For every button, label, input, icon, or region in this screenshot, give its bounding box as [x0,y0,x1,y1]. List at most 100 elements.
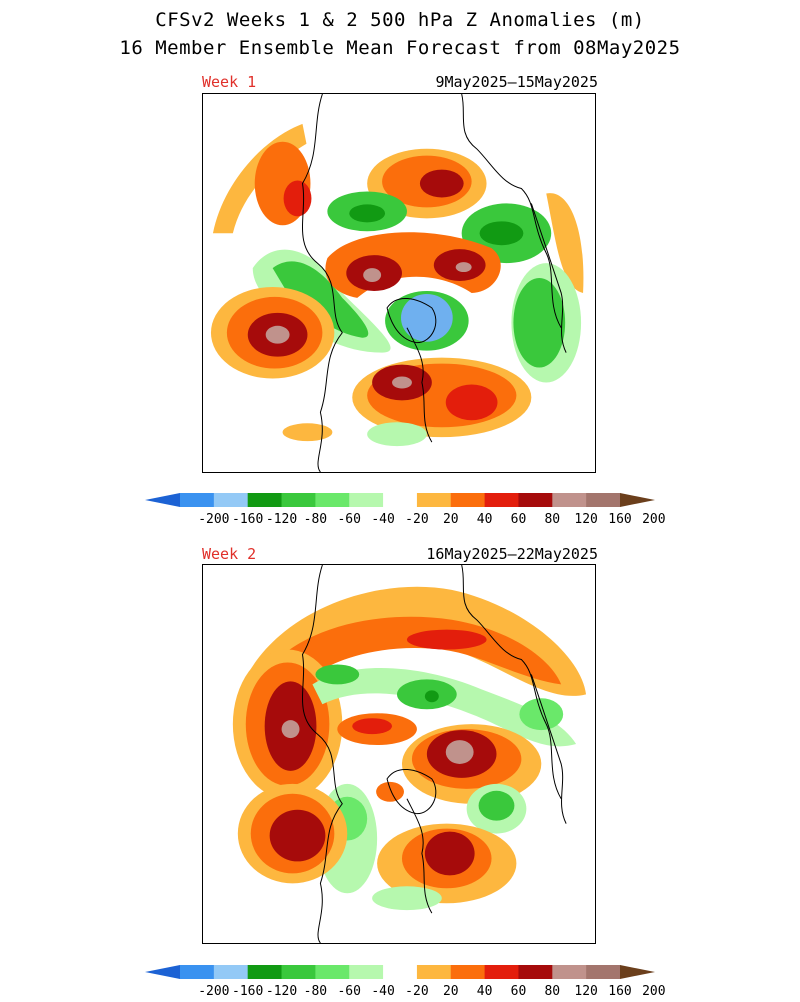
colorbar-tick-label: -40 [371,984,394,999]
colorbar-tick-label: -160 [232,984,263,999]
colorbar-swatch [416,965,452,979]
week-1-label: Week 1 [202,73,257,91]
colorbar-swatch [247,493,283,507]
colorbar-swatch [180,965,215,979]
week-2-colorbar-svg: -200 -160 -120 -80 -60 -40 -20 20 40 60 80 120 160 20… [145,965,666,999]
w1-anomaly-south-pink [392,376,412,389]
colorbar-tick-label: -120 [266,984,297,999]
colorbar-tick-label: 60 [511,512,527,527]
colorbar-tick-label: 20 [443,512,459,527]
w2-anomaly-green-nw [315,664,360,685]
w1-anomaly-south-red-right [445,384,498,421]
week-2-anomaly-map [232,565,587,943]
week-2-date-range: 16May2025–22May2025 [426,545,598,563]
colorbar-tick-label: -20 [405,512,428,527]
w2-anomaly-south-green [372,886,442,911]
colorbar-arrow-high [620,965,655,979]
colorbar-arrow-low [145,965,180,979]
colorbar-swatch [586,493,621,507]
week-1-date-range: 9May2025–15May2025 [435,73,598,91]
w1-coastlines [301,94,567,472]
colorbar-swatch [315,965,350,979]
colorbar-tick-label: -160 [232,512,263,527]
week-1-anomaly-map [210,94,584,472]
colorbar-arrow-high [620,493,655,507]
week-2-map [202,564,596,944]
colorbar-swatch [518,965,553,979]
colorbar-tick-label: 60 [511,984,527,999]
w2-anomaly-mid-red [352,718,393,735]
w2-anomaly-north-orange [262,616,562,690]
colorbar-swatch [281,493,316,507]
colorbar-arrow-low [145,493,180,507]
colorbar-swatch [349,493,384,507]
colorbar-swatch [281,965,316,979]
colorbar-swatch [484,965,519,979]
colorbar-swatch [213,493,249,507]
colorbar-swatch [416,493,452,507]
w1-anomaly-nw-red [283,180,312,217]
week-1-map [202,93,596,473]
w1-anomaly-polar-blue [400,293,453,342]
colorbar-swatch [586,965,621,979]
w2-anomaly-green-east [519,698,564,731]
colorbar-tick-label: -40 [371,512,394,527]
colorbar-tick-label: 40 [477,984,493,999]
w2-anomaly-sw-red [269,809,326,862]
week-2-label: Week 2 [202,545,257,563]
colorbar-swatch [552,493,587,507]
colorbar-tick-label: 120 [574,984,597,999]
w2-anomaly-se-red [424,831,475,876]
colorbar-tick-label: 40 [477,512,493,527]
w2-anomaly-central-pink [445,740,474,764]
week-1-colorbar: -200 -160 -120 -80 -60 -40 -20 20 40 60 80 120 160 20… [0,490,800,530]
colorbar-tick-label: 80 [544,984,560,999]
colorbar-swatch [383,965,418,979]
colorbar-tick-label: 160 [608,512,631,527]
colorbar-tick-label: 80 [544,512,560,527]
w1-anomaly-east-arc [546,193,584,293]
colorbar-tick-label: -60 [337,512,360,527]
colorbar-tick-label: 160 [608,984,631,999]
colorbar-swatch [315,493,350,507]
colorbar-swatch [552,965,587,979]
w1-anomaly-north-red [419,169,464,198]
colorbar-swatch [180,493,215,507]
chart-title-line-1: CFSv2 Weeks 1 & 2 500 hPa Z Anomalies (m… [155,9,645,31]
colorbar-tick-label: -200 [198,984,229,999]
week-1-colorbar-svg: -200 -160 -120 -80 -60 -40 -20 20 40 60 80 120 160 20… [145,493,666,527]
colorbar-tick-label: -80 [304,512,327,527]
w2-anomaly-green-se-core [478,790,515,821]
w2-anomaly-north-red [406,629,487,650]
w2-anomaly-green-band-1 [312,668,577,747]
w1-anomaly-negative-ne-core [479,221,524,246]
colorbar-swatch [383,493,418,507]
w1-anomaly-west-pink [265,325,290,344]
colorbar-tick-label: -120 [266,512,297,527]
colorbar-swatch [247,965,283,979]
colorbar-swatch [450,965,486,979]
colorbar-tick-label: -200 [198,512,229,527]
colorbar-tick-label: 120 [574,512,597,527]
colorbar-tick-label: 200 [642,984,665,999]
colorbar-swatch [450,493,486,507]
chart-title-line-2: 16 Member Ensemble Mean Forecast from 08… [119,37,681,59]
w2-coastlines [301,565,567,943]
w1-anomaly-south-green [367,422,427,447]
w1-anomaly-central-pink-left [363,268,382,283]
w1-anomaly-central-pink-right [455,262,472,273]
colorbar-swatch [213,965,249,979]
w2-anomaly-west-pink [281,720,300,739]
colorbar-tick-label: 200 [642,512,665,527]
colorbar-tick-label: -20 [405,984,428,999]
w1-anomaly-negative-east [513,278,566,368]
colorbar-tick-label: -80 [304,984,327,999]
w2-anomaly-green-band-1-dark [424,690,439,703]
w1-anomaly-sw-yellow [282,423,333,442]
colorbar-swatch [518,493,553,507]
week-2-colorbar: -200 -160 -120 -80 -60 -40 -20 20 40 60 80 120 160 20… [0,962,800,1002]
colorbar-swatch [349,965,384,979]
colorbar-tick-label: -60 [337,984,360,999]
w1-anomaly-negative-west-core [272,261,369,338]
colorbar-swatch [484,493,519,507]
